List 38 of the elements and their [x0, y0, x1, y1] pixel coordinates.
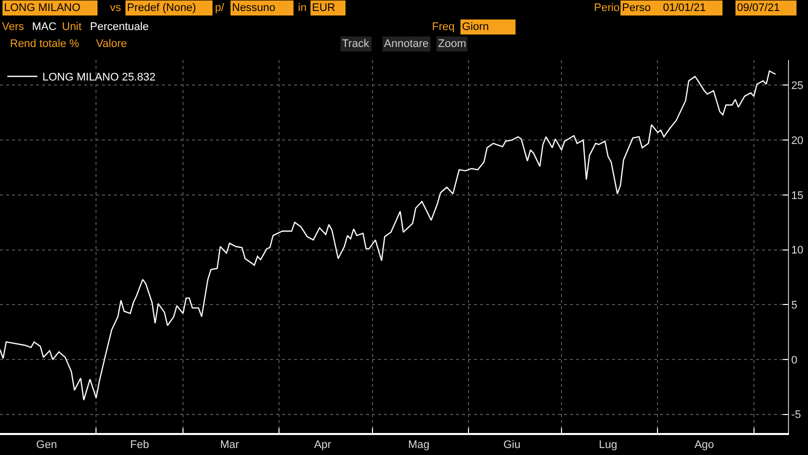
- text: Track: [342, 38, 370, 50]
- x-tick-label: Feb: [130, 439, 150, 452]
- y-tick-label: 20: [791, 134, 804, 147]
- text: Freq: [432, 21, 455, 33]
- text: in: [298, 2, 307, 14]
- y-tick-label: 0: [791, 354, 798, 366]
- text: 01/01/21: [663, 2, 706, 14]
- text: vs: [110, 2, 122, 14]
- text: LONG MILANO: [4, 2, 81, 14]
- x-tick-label: Mar: [220, 439, 240, 452]
- text: MAC: [32, 21, 56, 33]
- y-tick-label: 5: [791, 299, 798, 312]
- text: p/: [215, 2, 226, 14]
- text: Valore: [96, 38, 127, 50]
- x-tick-label: Giu: [503, 439, 520, 452]
- text: Percentuale: [90, 21, 149, 33]
- text: Rend totale %: [10, 38, 80, 50]
- text: Vers: [2, 21, 25, 33]
- text: Annotare: [384, 38, 429, 50]
- y-tick-label: -5: [791, 409, 801, 422]
- text: Giorn: [462, 21, 489, 33]
- text: Predef (None): [127, 2, 196, 14]
- text: Zoom: [438, 38, 466, 50]
- y-tick-label: 10: [791, 244, 804, 257]
- y-tick-label: 25: [791, 80, 804, 92]
- x-tick-label: Lug: [598, 439, 618, 452]
- x-tick-label: Gen: [36, 439, 57, 452]
- legend-label: LONG MILANO 25.832: [42, 72, 156, 84]
- y-tick-label: 15: [791, 190, 804, 202]
- text: Unit: [62, 21, 82, 33]
- x-tick-label: Mag: [408, 439, 430, 452]
- x-tick-label: Apr: [314, 439, 332, 452]
- text: EUR: [312, 2, 336, 14]
- text: 09/07/21: [737, 2, 780, 14]
- text: Perio: [594, 2, 620, 14]
- text: Nessuno: [232, 2, 276, 14]
- x-tick-label: Ago: [694, 439, 714, 452]
- text: Perso: [622, 2, 651, 14]
